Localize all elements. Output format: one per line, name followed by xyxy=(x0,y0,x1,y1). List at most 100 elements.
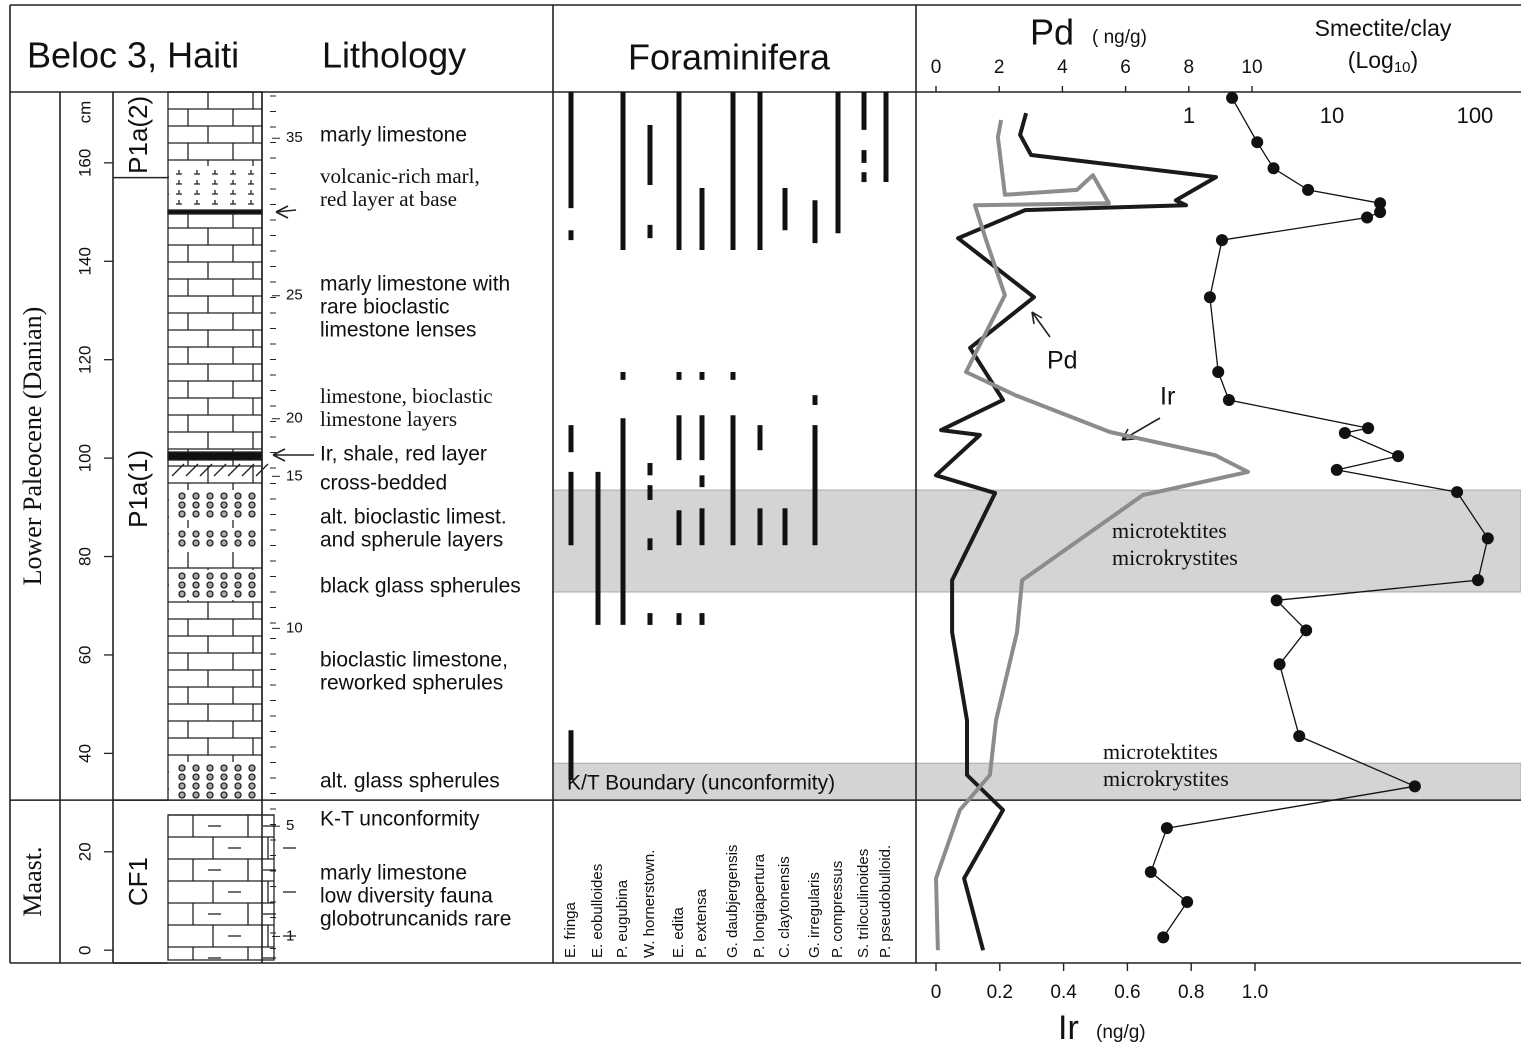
x-tick-label: 100 xyxy=(1457,103,1494,128)
spherule xyxy=(207,783,213,789)
data-point xyxy=(1339,427,1351,439)
sample-tick-label: 15 xyxy=(286,467,303,484)
zone-band xyxy=(553,490,1521,592)
spherule xyxy=(235,511,241,517)
spherule xyxy=(249,783,255,789)
pd-title: Pd xyxy=(1030,12,1074,53)
data-point xyxy=(1362,422,1374,434)
lithology-label: alt. glass spherules xyxy=(320,770,500,793)
spherule xyxy=(249,774,255,780)
spherule xyxy=(193,765,199,771)
data-point xyxy=(1216,234,1228,246)
x-tick-label: 0.8 xyxy=(1178,982,1204,1003)
title: Beloc 3, Haiti xyxy=(27,35,239,76)
species-label: P. extensa xyxy=(693,888,710,958)
spherule xyxy=(207,573,213,579)
spherule xyxy=(235,493,241,499)
spherule xyxy=(235,783,241,789)
lithology-label: low diversity fauna xyxy=(320,885,493,908)
lithology-label: reworked spherules xyxy=(320,672,503,695)
lithology-label: volcanic-rich marl, xyxy=(320,164,480,188)
lithology-label: alt. bioclastic limest. xyxy=(320,506,507,529)
lithology-label: and spherule layers xyxy=(320,529,503,552)
figure: Beloc 3, Haiti Lithology Foraminifera K/… xyxy=(0,0,1521,1053)
data-point xyxy=(1293,730,1305,742)
ir-annotation: Ir xyxy=(1160,383,1175,411)
x-tick-label: 0.2 xyxy=(987,982,1013,1003)
zone-bands xyxy=(553,490,1521,800)
lithology-label: globotruncanids rare xyxy=(320,908,511,931)
spherule xyxy=(221,774,227,780)
spherule xyxy=(207,582,213,588)
spherule xyxy=(193,493,199,499)
arrow xyxy=(276,206,296,218)
data-point xyxy=(1302,184,1314,196)
data-point xyxy=(1392,450,1404,462)
spherule xyxy=(207,792,213,798)
data-point xyxy=(1331,464,1343,476)
spherule xyxy=(221,573,227,579)
x-tick-label: 0.4 xyxy=(1050,982,1077,1003)
spherule xyxy=(207,774,213,780)
spherule xyxy=(193,591,199,597)
species-label: P. pseudobulloid. xyxy=(877,845,894,958)
spherule xyxy=(221,502,227,508)
lithology-title: Lithology xyxy=(322,35,466,76)
spherule xyxy=(179,774,185,780)
spherule xyxy=(193,511,199,517)
spherule xyxy=(249,582,255,588)
spherule xyxy=(221,783,227,789)
spherule xyxy=(207,540,213,546)
spherule xyxy=(179,573,185,579)
pd-unit: ( ng/g) xyxy=(1092,27,1147,48)
zone-label: microkrystites xyxy=(1112,545,1238,570)
lithology-label: K-T unconformity xyxy=(320,808,480,831)
pd-annotation: Pd xyxy=(1047,347,1078,375)
spherule xyxy=(221,582,227,588)
data-point xyxy=(1181,896,1193,908)
spherule xyxy=(193,582,199,588)
data-point xyxy=(1268,162,1280,174)
x-tick-label: 6 xyxy=(1120,57,1131,78)
unit-subscript: 10 xyxy=(1394,59,1411,76)
lithology-label: marly limestone xyxy=(320,124,467,147)
spherule xyxy=(179,511,185,517)
lithology-label: limestone lenses xyxy=(320,319,476,342)
lithology-label: rare bioclastic xyxy=(320,296,450,319)
spherule xyxy=(207,765,213,771)
lithology-label: limestone, bioclastic xyxy=(320,384,493,408)
red-layer xyxy=(168,210,262,214)
spherule xyxy=(193,531,199,537)
sample-tick-label: 5 xyxy=(286,817,294,834)
stage-label: Maast. xyxy=(18,847,47,917)
data-point xyxy=(1482,532,1494,544)
x-tick-label: 10 xyxy=(1320,103,1344,128)
spherule xyxy=(249,540,255,546)
spherule xyxy=(249,792,255,798)
biozone-label: CF1 xyxy=(123,857,153,906)
data-point xyxy=(1161,822,1173,834)
spherule xyxy=(207,493,213,499)
x-tick-label: 0 xyxy=(931,57,942,78)
data-point xyxy=(1409,780,1421,792)
depth-tick-label: 40 xyxy=(75,744,94,763)
spherule xyxy=(249,591,255,597)
x-tick-label: 1.0 xyxy=(1242,982,1268,1003)
biozone-label: P1a(2) xyxy=(123,96,153,174)
data-point xyxy=(1274,658,1286,670)
depth-tick-label: 80 xyxy=(75,547,94,566)
data-point xyxy=(1204,291,1216,303)
species-label: S. triloculinoides xyxy=(855,849,872,958)
frame xyxy=(10,5,1521,963)
spherule xyxy=(249,511,255,517)
x-tick-label: 10 xyxy=(1241,57,1262,78)
spherule xyxy=(221,531,227,537)
species-label: C. claytonensis xyxy=(776,856,793,958)
depth-tick-label: 60 xyxy=(75,645,94,664)
spherule xyxy=(235,573,241,579)
data-point xyxy=(1374,206,1386,218)
data-point xyxy=(1226,92,1238,104)
shale-layer xyxy=(168,452,262,460)
spherule xyxy=(207,591,213,597)
spherule xyxy=(221,792,227,798)
